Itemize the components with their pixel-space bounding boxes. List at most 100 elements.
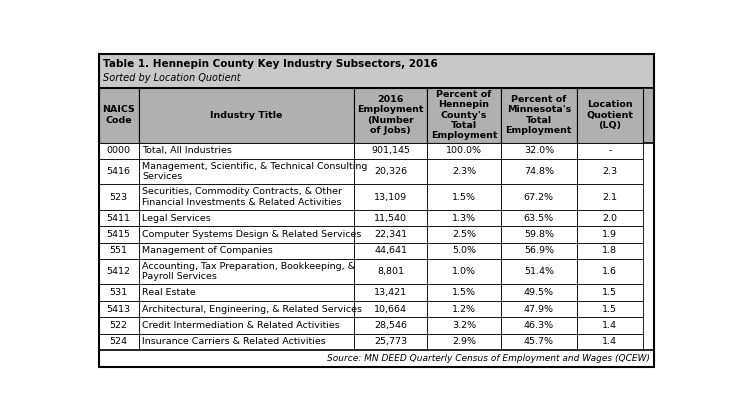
Bar <box>139 143 354 159</box>
Bar <box>139 301 354 317</box>
Text: 25,773: 25,773 <box>374 337 407 347</box>
Bar <box>427 184 501 210</box>
Text: 2.9%: 2.9% <box>452 337 476 347</box>
Text: Source: MN DEED Quarterly Census of Employment and Wages (QCEW): Source: MN DEED Quarterly Census of Empl… <box>327 354 650 363</box>
Bar <box>427 143 501 159</box>
Bar <box>98 259 139 284</box>
Bar <box>98 54 654 88</box>
Bar <box>501 184 577 210</box>
Text: Accounting, Tax Preparation, Bookkeeping, &
Payroll Services: Accounting, Tax Preparation, Bookkeeping… <box>142 262 355 281</box>
Bar <box>577 259 643 284</box>
Bar <box>427 88 501 143</box>
Bar <box>139 159 354 184</box>
Text: 11,540: 11,540 <box>374 214 407 223</box>
Bar <box>577 210 643 226</box>
Text: 10,664: 10,664 <box>374 304 407 314</box>
Bar <box>354 143 427 159</box>
Bar <box>427 210 501 226</box>
Bar <box>501 317 577 334</box>
Bar <box>139 334 354 350</box>
Bar <box>577 317 643 334</box>
Text: 1.5: 1.5 <box>603 288 617 297</box>
Text: 523: 523 <box>109 193 128 201</box>
Text: 67.2%: 67.2% <box>524 193 554 201</box>
Bar <box>354 210 427 226</box>
Text: 59.8%: 59.8% <box>524 230 554 239</box>
Bar <box>139 259 354 284</box>
Text: 32.0%: 32.0% <box>524 146 554 155</box>
Bar <box>577 143 643 159</box>
Bar <box>98 88 139 143</box>
Text: Management, Scientific, & Technical Consulting
Services: Management, Scientific, & Technical Cons… <box>142 162 367 181</box>
Bar <box>501 301 577 317</box>
Bar <box>501 284 577 301</box>
Bar <box>354 301 427 317</box>
Bar <box>98 334 139 350</box>
Text: 2.3%: 2.3% <box>452 167 476 176</box>
Bar <box>98 350 654 367</box>
Text: Industry Title: Industry Title <box>210 111 283 120</box>
Bar <box>98 210 139 226</box>
Bar <box>354 159 427 184</box>
Text: 44,641: 44,641 <box>374 246 407 255</box>
Bar <box>427 243 501 259</box>
Text: Percent of
Hennepin
County's
Total
Employment: Percent of Hennepin County's Total Emplo… <box>431 90 497 141</box>
Text: 1.6: 1.6 <box>603 267 617 276</box>
Bar <box>501 159 577 184</box>
Bar <box>139 210 354 226</box>
Bar <box>577 243 643 259</box>
Text: 13,109: 13,109 <box>374 193 407 201</box>
Text: 28,546: 28,546 <box>374 321 407 330</box>
Bar <box>577 284 643 301</box>
Text: Total, All Industries: Total, All Industries <box>142 146 232 155</box>
Bar <box>354 334 427 350</box>
Bar <box>139 284 354 301</box>
Text: 51.4%: 51.4% <box>524 267 554 276</box>
Text: 5413: 5413 <box>106 304 131 314</box>
Bar <box>98 301 139 317</box>
Bar <box>577 88 643 143</box>
Text: 0000: 0000 <box>106 146 131 155</box>
Bar <box>354 317 427 334</box>
Bar <box>98 317 139 334</box>
Text: 5412: 5412 <box>106 267 131 276</box>
Bar <box>577 301 643 317</box>
Text: NAICS
Code: NAICS Code <box>102 106 135 125</box>
Bar <box>98 184 139 210</box>
Text: 2016
Employment
(Number
of Jobs): 2016 Employment (Number of Jobs) <box>357 95 424 135</box>
Text: 63.5%: 63.5% <box>524 214 554 223</box>
Text: 2.1: 2.1 <box>603 193 617 201</box>
Text: Computer Systems Design & Related Services: Computer Systems Design & Related Servic… <box>142 230 361 239</box>
Bar <box>427 317 501 334</box>
Text: 5415: 5415 <box>106 230 131 239</box>
Bar <box>139 243 354 259</box>
Text: 2.0: 2.0 <box>603 214 617 223</box>
Text: 2.5%: 2.5% <box>452 230 476 239</box>
Bar <box>139 226 354 243</box>
Text: 1.5%: 1.5% <box>452 288 476 297</box>
Text: Real Estate: Real Estate <box>142 288 196 297</box>
Bar <box>577 226 643 243</box>
Bar <box>501 259 577 284</box>
Text: 47.9%: 47.9% <box>524 304 554 314</box>
Bar <box>427 284 501 301</box>
Text: 524: 524 <box>109 337 128 347</box>
Text: 5411: 5411 <box>106 214 131 223</box>
Text: 22,341: 22,341 <box>374 230 407 239</box>
Text: Securities, Commodity Contracts, & Other
Financial Investments & Related Activit: Securities, Commodity Contracts, & Other… <box>142 187 342 207</box>
Bar <box>98 243 139 259</box>
Text: 1.9: 1.9 <box>603 230 617 239</box>
Text: Location
Quotient
(LQ): Location Quotient (LQ) <box>586 100 633 130</box>
Text: 1.5: 1.5 <box>603 304 617 314</box>
Text: Management of Companies: Management of Companies <box>142 246 273 255</box>
Text: 100.0%: 100.0% <box>446 146 482 155</box>
Text: 1.0%: 1.0% <box>452 267 476 276</box>
Text: 551: 551 <box>109 246 128 255</box>
Bar <box>354 243 427 259</box>
Bar <box>139 317 354 334</box>
Bar <box>501 143 577 159</box>
Text: 46.3%: 46.3% <box>524 321 554 330</box>
Text: Credit Intermediation & Related Activities: Credit Intermediation & Related Activiti… <box>142 321 340 330</box>
Text: 5.0%: 5.0% <box>452 246 476 255</box>
Text: -: - <box>608 146 611 155</box>
